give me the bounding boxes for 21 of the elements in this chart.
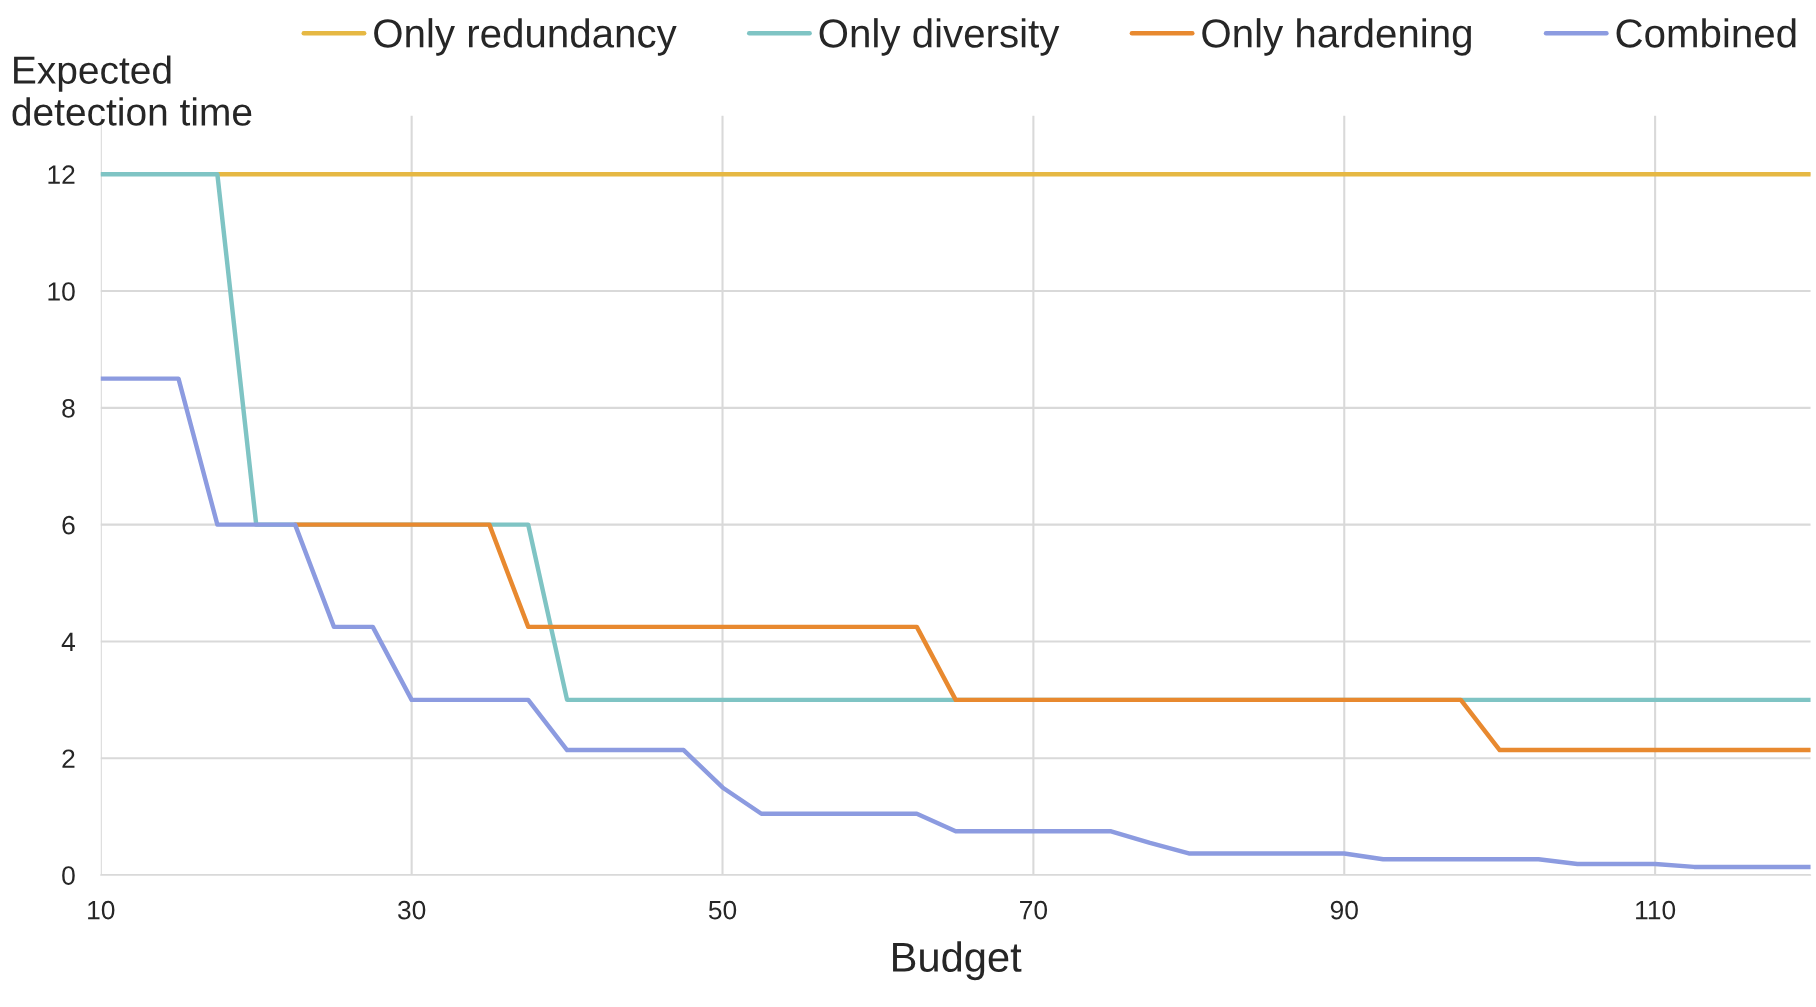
y-tick-label: 8 <box>62 398 75 418</box>
line-series <box>100 376 1811 870</box>
legend-label: Only hardening <box>1202 18 1471 56</box>
y-tick-label: 0 <box>62 866 75 885</box>
legend-label: Combined <box>1616 18 1796 48</box>
y-tick-label: 12 <box>48 165 75 184</box>
x-tick-label: 50 <box>708 900 737 920</box>
x-tick-label: 110 <box>1636 900 1676 920</box>
y-tick-label: 10 <box>48 282 75 301</box>
x-tick-label: 30 <box>397 900 426 920</box>
legend-label: Only redundancy <box>374 18 677 56</box>
x-axis-title: Budget <box>893 941 1022 981</box>
y-axis-title: Expected detection time <box>12 55 252 126</box>
line-series <box>292 522 1811 753</box>
y-tick-label: 4 <box>61 632 76 652</box>
legend-label: Only diversity <box>819 18 1060 56</box>
y-tick-label: 2 <box>62 749 75 768</box>
x-tick-label: 10 <box>88 900 115 920</box>
y-tick-label: 6 <box>62 515 75 535</box>
x-tick-label: 90 <box>1330 900 1358 920</box>
x-tick-label: 70 <box>1020 900 1048 920</box>
